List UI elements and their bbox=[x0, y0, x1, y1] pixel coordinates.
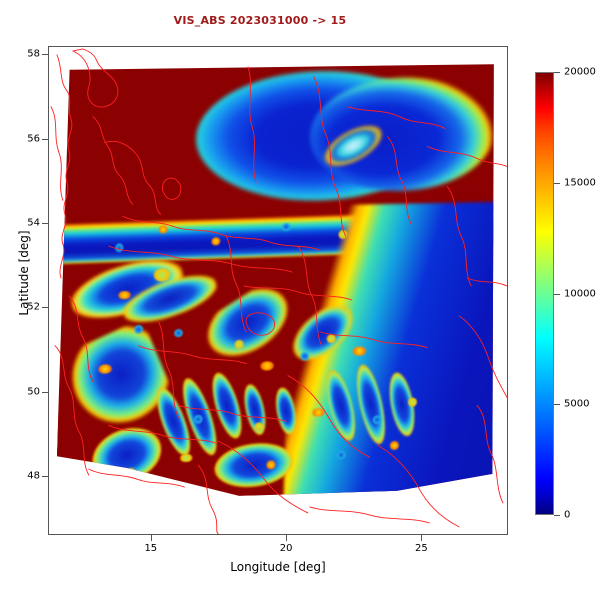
x-tick-25 bbox=[421, 535, 423, 541]
colorbar-tick-5000 bbox=[554, 404, 560, 406]
data-speckle bbox=[174, 329, 183, 338]
colorbar-gradient bbox=[535, 72, 554, 515]
x-tick-label-20: 20 bbox=[279, 543, 293, 554]
satellite-swath-image bbox=[56, 59, 505, 500]
data-speckle bbox=[300, 352, 309, 361]
data-speckle bbox=[179, 454, 192, 463]
border-south-3 bbox=[309, 506, 430, 524]
data-speckle bbox=[338, 230, 347, 239]
x-tick-label-15: 15 bbox=[144, 543, 158, 554]
x-tick-15 bbox=[150, 535, 152, 541]
y-tick-label-48: 48 bbox=[27, 470, 40, 482]
data-streak-alpine-10 bbox=[213, 439, 295, 492]
colorbar-tick-10000 bbox=[554, 293, 560, 295]
y-axis-ticks: 48 50 52 54 56 58 bbox=[27, 46, 49, 535]
data-speckle bbox=[390, 441, 399, 450]
y-tick-label-58: 58 bbox=[27, 48, 40, 60]
x-axis-ticks: 15 20 25 bbox=[48, 535, 508, 555]
colorbar-label-0: 0 bbox=[564, 509, 571, 521]
colorbar-label-20000: 20000 bbox=[564, 66, 596, 78]
y-tick-label-56: 56 bbox=[27, 133, 40, 145]
plot-clip bbox=[49, 47, 507, 534]
x-tick-20 bbox=[286, 535, 288, 541]
y-tick-52 bbox=[42, 307, 48, 309]
page-title: VIS_ABS 2023031000 -> 15 bbox=[173, 14, 347, 27]
data-speckle bbox=[353, 347, 366, 356]
colorbar-tick-15000 bbox=[554, 182, 560, 184]
data-speckle bbox=[126, 468, 135, 477]
colorbar-label-10000: 10000 bbox=[564, 288, 596, 299]
data-speckle bbox=[408, 397, 417, 406]
colorbar-label-15000: 15000 bbox=[564, 177, 596, 189]
y-tick-label-52: 52 bbox=[27, 301, 40, 313]
data-speckle bbox=[327, 334, 336, 343]
coastline-west-edge bbox=[50, 106, 64, 201]
data-speckle bbox=[193, 415, 202, 424]
data-speckle bbox=[98, 364, 111, 373]
x-tick-label-25: 25 bbox=[415, 543, 428, 554]
colorbar-label-5000: 5000 bbox=[564, 398, 590, 410]
y-axis-title: Latitude [deg] bbox=[17, 230, 31, 316]
y-tick-50 bbox=[42, 391, 48, 393]
colorbar-tick-0 bbox=[554, 515, 560, 516]
data-speckle bbox=[260, 361, 273, 370]
y-tick-58 bbox=[42, 54, 48, 56]
x-axis-title: Longitude [deg] bbox=[230, 560, 326, 574]
colorbar-tick-20000 bbox=[554, 72, 560, 73]
y-tick-48 bbox=[42, 475, 48, 477]
data-streak-4 bbox=[56, 318, 179, 445]
y-tick-56 bbox=[42, 138, 48, 140]
y-tick-label-54: 54 bbox=[27, 217, 40, 229]
y-tick-label-50: 50 bbox=[27, 386, 40, 398]
colorbar: 0 5000 10000 15000 20000 bbox=[535, 67, 596, 521]
plot-frame bbox=[48, 46, 508, 535]
y-tick-54 bbox=[42, 223, 48, 225]
